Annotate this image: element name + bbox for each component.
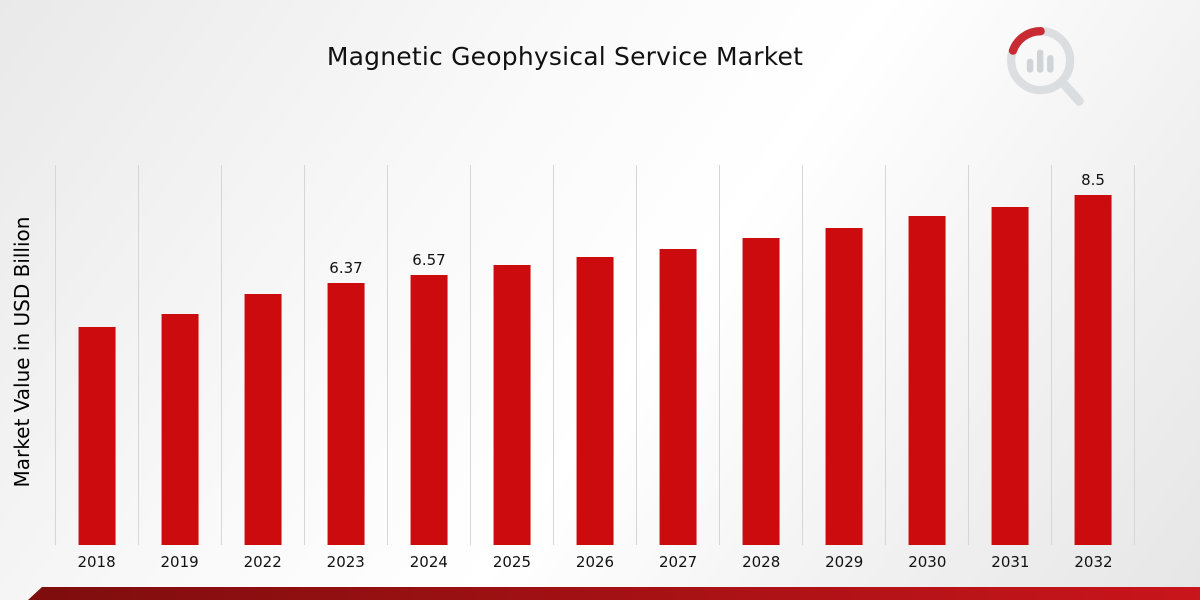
- plot-cell: [719, 165, 802, 545]
- x-tick-2018: 2018: [77, 553, 116, 571]
- bar-2030: [908, 216, 946, 545]
- x-tick-2019: 2019: [160, 553, 199, 571]
- x-tick-2024: 2024: [409, 553, 448, 571]
- bar-value-label-2032: 8.5: [1081, 171, 1105, 189]
- plot-cell: 6.37: [304, 165, 387, 545]
- x-tick-2031: 2031: [991, 553, 1030, 571]
- x-tick-2025: 2025: [492, 553, 532, 571]
- bar-value-label-2024: 6.57: [412, 251, 446, 269]
- bar-2031: [991, 207, 1029, 545]
- x-tick-2026: 2026: [575, 553, 615, 571]
- plot-cell: [636, 165, 719, 545]
- bar-2026: [576, 257, 614, 545]
- bar-2032: [1074, 195, 1112, 545]
- x-axis-labels: 2018 2019 2022 2023 2024 2025 2026 2027 2028 2029…: [55, 545, 1135, 571]
- x-tick-2027: 2027: [658, 553, 698, 571]
- brand-logo: [1002, 22, 1094, 118]
- x-tick-2029: 2029: [825, 553, 864, 571]
- bar-2027: [659, 249, 697, 545]
- plot-cell: 6.57: [387, 165, 470, 545]
- footer-accent-bar: [28, 587, 1200, 600]
- plot-cell: [885, 165, 968, 545]
- bar-2028: [742, 238, 780, 545]
- x-tick-2032: 2032: [1074, 553, 1113, 571]
- bar-2025: [493, 265, 531, 545]
- bar-2018: [78, 327, 116, 545]
- plot-cell: [470, 165, 553, 545]
- x-tick-2030: 2030: [908, 553, 947, 571]
- bar-2019: [161, 314, 199, 545]
- x-tick-2023: 2023: [326, 553, 365, 571]
- plot-cell: [138, 165, 221, 545]
- x-tick-2028: 2028: [742, 553, 781, 571]
- plot-cell: [221, 165, 304, 545]
- bar-2022: [244, 294, 282, 545]
- bar-2024: [410, 275, 448, 545]
- plot-cell: [553, 165, 636, 545]
- plot-cell: [802, 165, 885, 545]
- plot-area: 6.37 6.57 8.5: [55, 165, 1135, 545]
- x-tick-2022: 2022: [243, 553, 282, 571]
- plot-cell: 8.5: [1051, 165, 1135, 545]
- y-axis-label: Market Value in USD Billion: [10, 216, 34, 488]
- bar-2023: [327, 283, 365, 545]
- bar-2029: [825, 228, 863, 545]
- chart-region: 6.37 6.57 8.5 2018 2019 2022 2023 2024 2025 2026…: [55, 165, 1135, 571]
- bar-value-label-2023: 6.37: [329, 259, 363, 277]
- chart-title: Magnetic Geophysical Service Market: [326, 42, 804, 71]
- plot-cell: [968, 165, 1051, 545]
- magnifier-chart-icon: [1007, 27, 1084, 106]
- plot-cell: [55, 165, 138, 545]
